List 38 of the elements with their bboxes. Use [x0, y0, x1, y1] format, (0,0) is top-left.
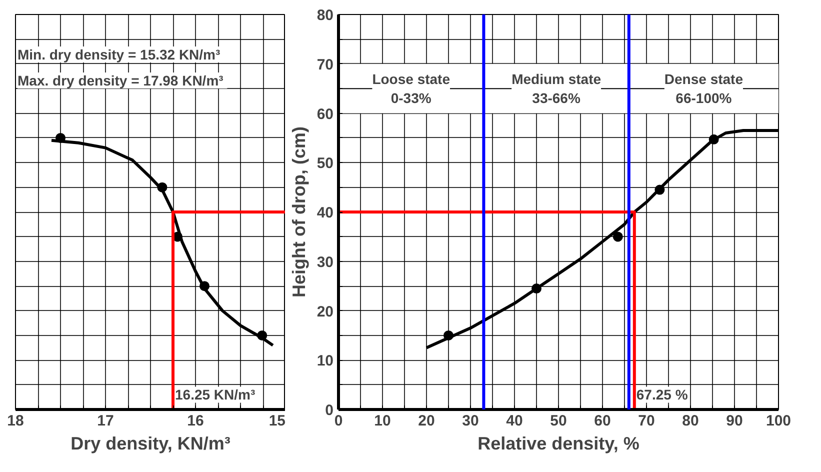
- y-tick-label: 60: [316, 106, 334, 123]
- y-tick-label: 70: [316, 56, 334, 74]
- y-tick-label: 30: [316, 254, 334, 271]
- annotation: 16.25 KN/m³: [175, 386, 256, 403]
- band-label: Dense state 66-100%: [664, 70, 744, 106]
- annotation: Min. dry density = 15.32 KN/m³: [18, 46, 221, 62]
- x-tick-label: 80: [682, 412, 699, 430]
- annotation: 67.25 %: [636, 386, 688, 403]
- y-tick-label: 0: [325, 402, 334, 419]
- x-tick-label: 16: [187, 412, 204, 430]
- x-tick-label: 40: [506, 412, 523, 430]
- x-tick-label: 20: [418, 412, 435, 430]
- x-tick-label: 15: [268, 412, 286, 430]
- y-tick-label: 10: [316, 352, 334, 370]
- x-tick-label: 60: [594, 412, 611, 430]
- y-tick-label: 50: [316, 155, 334, 172]
- y-tick-label: 40: [316, 204, 334, 222]
- band-label: Medium state 33-66%: [512, 70, 602, 106]
- x-tick-label: 100: [766, 412, 792, 430]
- x-tick-label: 90: [726, 412, 743, 430]
- y-tick-label: 80: [316, 7, 334, 24]
- point: [612, 232, 623, 242]
- x-tick-label: 10: [374, 412, 391, 430]
- x-tick-label: 17: [97, 412, 114, 430]
- y-tick-label: 20: [316, 303, 334, 320]
- band-label: Loose state 0-33%: [372, 70, 450, 106]
- x-tick-label: 18: [7, 412, 24, 430]
- y-axis-title: Height of drop, (cm): [288, 126, 309, 298]
- point: [444, 330, 454, 340]
- annotation: Max. dry density = 17.98 KN/m³: [18, 72, 224, 88]
- x-axis-title: Dry density, KN/m³: [70, 434, 230, 454]
- point: [654, 184, 665, 195]
- x-tick-label: 70: [638, 412, 655, 430]
- x-tick-label: 30: [462, 412, 479, 430]
- point: [532, 284, 542, 294]
- x-tick-label: 50: [550, 412, 567, 430]
- point: [708, 134, 719, 144]
- x-axis-title: Relative density, %: [478, 434, 640, 454]
